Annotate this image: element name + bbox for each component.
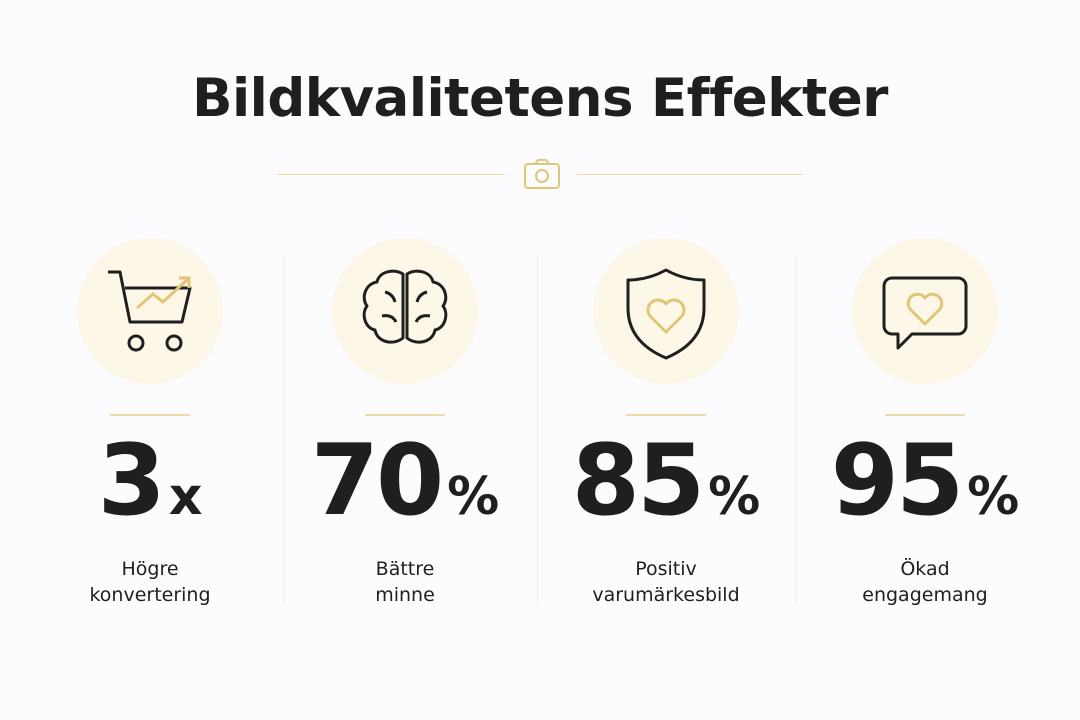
brain-icon xyxy=(332,238,478,384)
unit: % xyxy=(708,467,761,527)
rule xyxy=(577,174,803,175)
label: konvertering xyxy=(89,584,211,606)
stat: 95% Ökad engagemang xyxy=(800,236,1050,608)
stat-value: 70% xyxy=(280,426,530,552)
unit: x xyxy=(168,467,203,527)
label: engagemang xyxy=(862,584,988,606)
stat: 85% Positiv varumärkesbild xyxy=(541,236,791,608)
divider xyxy=(283,255,284,605)
value: 95 xyxy=(830,424,964,538)
divider xyxy=(537,255,538,605)
camera-icon xyxy=(524,159,560,189)
label: Högre xyxy=(121,558,179,580)
rule xyxy=(277,174,505,175)
value: 70 xyxy=(310,424,444,538)
label: Ökad xyxy=(900,558,950,580)
shield-icon xyxy=(593,238,739,384)
cart-icon xyxy=(77,238,223,384)
unit: % xyxy=(447,467,500,527)
title: Bildkvalitetens Effekter xyxy=(192,68,888,129)
stat: 70% Bättre minne xyxy=(280,236,530,608)
stat-value: 95% xyxy=(800,426,1050,552)
label: Positiv xyxy=(635,558,697,580)
divider xyxy=(795,255,796,605)
label: varumärkesbild xyxy=(592,584,740,606)
unit: % xyxy=(967,467,1020,527)
stat-value: 85% xyxy=(541,426,791,552)
value: 85 xyxy=(571,424,705,538)
chat-icon xyxy=(852,238,998,384)
value: 3 xyxy=(97,424,166,538)
label: minne xyxy=(375,584,435,606)
label: Bättre xyxy=(375,558,435,580)
